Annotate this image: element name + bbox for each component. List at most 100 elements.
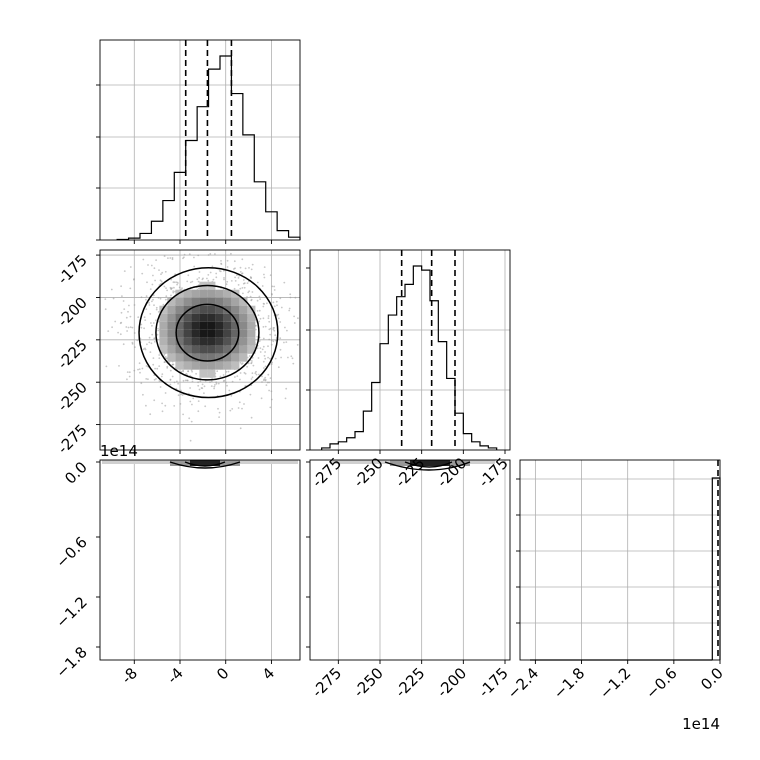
scatter-point — [263, 367, 265, 369]
scatter-point — [198, 388, 201, 391]
scatter-point — [127, 304, 130, 307]
scatter-point — [225, 283, 228, 286]
density-cell — [239, 345, 248, 354]
scatter-point — [197, 410, 200, 413]
scatter-point — [293, 322, 296, 324]
scatter-point — [239, 372, 242, 374]
scatter-point — [157, 311, 160, 313]
scatter-point — [228, 389, 231, 392]
param0-vs-param1-ytick-label: -200 — [54, 294, 91, 331]
scatter-point — [144, 319, 147, 321]
scatter-point — [241, 362, 244, 364]
scatter-point — [138, 368, 141, 370]
scatter-point — [169, 286, 172, 289]
density-layer — [102, 252, 495, 466]
contour-outer — [384, 461, 471, 471]
scatter-point — [262, 345, 265, 348]
scatter-point — [133, 304, 136, 306]
density-cell — [175, 305, 184, 314]
scatter-point — [110, 288, 113, 291]
param0-vs-param2-xtick-label: -4 — [164, 664, 187, 687]
scatter-point — [246, 282, 249, 284]
scatter-point — [167, 257, 169, 259]
scatter-point — [180, 389, 182, 392]
scatter-point — [284, 326, 286, 329]
scatter-point — [264, 325, 267, 328]
scatter-point — [275, 300, 278, 303]
scatter-point — [263, 266, 266, 268]
scatter-point — [145, 404, 147, 407]
scatter-point — [197, 280, 200, 283]
scatter-point — [263, 276, 266, 279]
scatter-point — [170, 294, 172, 297]
scatter-point — [104, 308, 107, 311]
scatter-point — [129, 287, 132, 290]
contour-inner — [404, 461, 453, 468]
scatter-point — [188, 253, 191, 256]
density-cell — [183, 313, 192, 322]
density-cell — [223, 353, 232, 362]
density-core — [410, 460, 450, 466]
density-cell — [183, 361, 192, 370]
density-cell — [247, 337, 256, 346]
density-cell — [175, 345, 184, 354]
scatter-point — [152, 294, 155, 297]
scatter-point — [186, 280, 189, 283]
scatter-point — [218, 411, 221, 414]
scatter-point — [270, 398, 273, 401]
density-cell — [207, 321, 216, 330]
scatter-point — [289, 296, 292, 299]
scatter-point — [244, 267, 247, 270]
scatter-point — [283, 341, 285, 344]
scatter-point — [274, 357, 277, 360]
scatter-point — [150, 264, 153, 267]
scatter-point — [146, 281, 148, 284]
scatter-point — [210, 380, 213, 383]
density-cell — [215, 313, 224, 322]
scatter-point — [157, 320, 160, 323]
scatter-point — [214, 384, 216, 386]
density-cell — [239, 313, 248, 322]
scatter-point — [271, 361, 274, 364]
scatter-point — [164, 392, 167, 394]
scatter-point — [225, 371, 228, 373]
scatter-point — [191, 380, 194, 383]
scatter-point — [283, 281, 286, 284]
scatter-point — [256, 281, 259, 284]
scatter-point — [177, 282, 179, 284]
density-cell — [199, 361, 208, 370]
density-cell — [191, 297, 200, 306]
density-cell — [167, 353, 176, 362]
density-cell — [223, 361, 232, 370]
scatter-point — [249, 295, 252, 298]
scatter-point — [268, 320, 271, 323]
scatter-point — [215, 381, 218, 384]
density-cell — [223, 305, 232, 314]
scatter-point — [273, 289, 276, 291]
scatter-point — [169, 383, 172, 386]
scatter-point — [258, 373, 260, 376]
density-cell — [159, 329, 168, 338]
scatter-point — [148, 301, 150, 304]
scatter-point — [128, 371, 131, 374]
scatter-point — [290, 355, 293, 358]
density-cell — [215, 353, 224, 362]
density-cell — [239, 337, 248, 346]
scatter-point — [237, 407, 240, 409]
scatter-point — [268, 389, 270, 392]
density-cell — [191, 329, 200, 338]
scatter-point — [157, 329, 160, 332]
scatter-point — [178, 286, 181, 289]
scatter-point — [284, 397, 287, 400]
scatter-point — [158, 357, 161, 360]
scatter-point — [151, 283, 154, 286]
scatter-point — [267, 345, 269, 348]
density-cell — [191, 361, 200, 370]
scatter-point — [142, 393, 144, 396]
scatter-point — [197, 287, 200, 290]
scatter-point — [182, 369, 185, 372]
scatter-point — [149, 288, 152, 290]
scatter-point — [202, 277, 204, 280]
scatter-point — [264, 376, 267, 379]
scatter-point — [176, 380, 178, 383]
